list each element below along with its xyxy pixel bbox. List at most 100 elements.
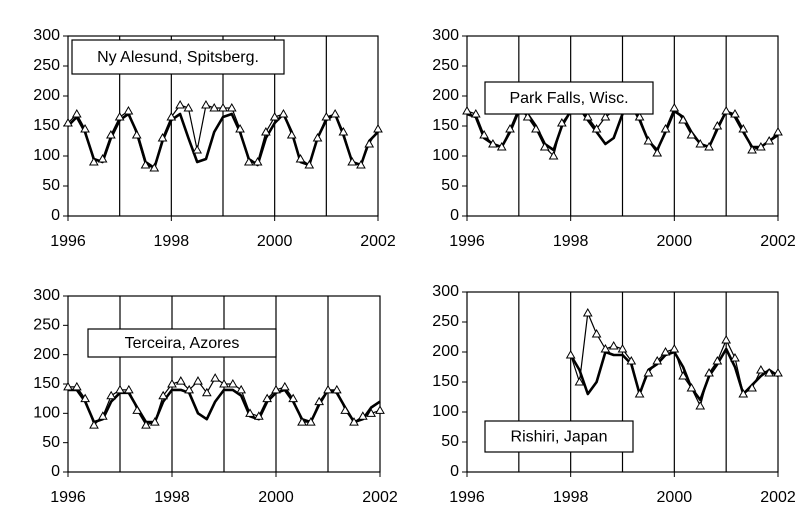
annotation-box	[71, 39, 285, 75]
triangle-marker	[375, 405, 385, 414]
triangle-marker	[89, 420, 99, 429]
triangle-marker	[364, 138, 375, 148]
y-tick-label: 250	[33, 57, 60, 74]
triangle-marker	[356, 159, 366, 169]
triangle-marker	[167, 378, 177, 388]
y-tick-label: 0	[51, 463, 60, 480]
triangle-marker	[218, 102, 228, 112]
y-tick-label: 200	[432, 87, 459, 104]
triangle-marker	[357, 411, 368, 420]
triangle-marker	[243, 156, 254, 166]
triangle-marker	[548, 150, 559, 160]
triangle-marker	[539, 141, 550, 151]
triangle-marker	[115, 384, 125, 394]
triangle-marker	[226, 102, 237, 112]
y-tick-label: 50	[42, 434, 60, 451]
triangle-marker	[106, 390, 117, 400]
triangle-marker	[132, 405, 143, 414]
triangle-marker	[175, 376, 186, 385]
y-tick-label: 100	[33, 405, 60, 422]
triangle-marker	[97, 411, 108, 420]
annotation-box	[484, 420, 634, 453]
triangle-marker	[686, 129, 697, 139]
y-tick-label: 200	[33, 87, 60, 104]
triangle-marker	[373, 123, 383, 133]
triangle-marker	[71, 108, 82, 118]
triangle-marker	[678, 114, 689, 124]
y-tick-label: 50	[42, 177, 60, 194]
triangle-marker	[295, 153, 306, 163]
x-tick-label: 2000	[257, 233, 293, 250]
triangle-marker	[747, 144, 757, 154]
plot-frame	[466, 291, 779, 473]
triangle-marker	[634, 111, 645, 121]
triangle-marker	[349, 417, 359, 426]
triangle-marker	[201, 99, 211, 109]
triangle-marker	[330, 108, 340, 118]
triangle-marker	[236, 384, 247, 394]
triangle-marker	[366, 408, 377, 417]
triangle-marker	[97, 153, 108, 163]
triangle-marker	[565, 349, 576, 359]
y-tick-label: 300	[33, 27, 60, 44]
triangle-marker	[522, 111, 533, 121]
x-tick-label: 2000	[258, 489, 294, 506]
y-tick-label: 100	[432, 403, 459, 420]
triangle-marker	[288, 393, 299, 403]
triangle-marker	[600, 111, 611, 121]
y-tick-label: 300	[33, 287, 60, 304]
triangle-marker	[304, 159, 315, 169]
annotation: Rishiri, Japan	[511, 429, 608, 446]
triangle-marker	[183, 102, 194, 112]
annotation: Terceira, Azores	[125, 335, 240, 352]
x-tick-label: 2000	[657, 489, 693, 506]
triangle-marker	[131, 129, 142, 139]
x-tick-label: 2002	[362, 489, 398, 506]
triangle-marker	[462, 105, 472, 115]
triangle-marker	[297, 417, 307, 426]
triangle-marker	[479, 129, 489, 139]
y-tick-label: 50	[441, 177, 459, 194]
triangle-marker	[764, 135, 775, 145]
triangle-marker	[114, 111, 125, 121]
triangle-marker	[582, 111, 593, 121]
triangle-marker	[193, 376, 203, 385]
triangle-marker	[756, 364, 766, 374]
triangle-marker	[219, 378, 229, 388]
triangle-marker	[652, 147, 663, 157]
triangle-marker	[695, 138, 706, 148]
y-tick-label: 200	[33, 346, 60, 363]
triangle-marker	[756, 141, 766, 151]
triangle-marker	[253, 411, 264, 420]
triangle-marker	[227, 378, 238, 388]
triangle-marker	[695, 400, 706, 410]
triangle-marker	[201, 387, 212, 397]
y-tick-label: 0	[450, 207, 459, 224]
triangle-marker	[634, 388, 645, 398]
x-tick-label: 1998	[553, 233, 589, 250]
triangle-marker	[269, 111, 280, 121]
triangle-marker	[608, 340, 619, 350]
triangle-marker	[764, 367, 775, 377]
x-tick-label: 1998	[154, 233, 190, 250]
x-tick-label: 2000	[657, 233, 693, 250]
triangle-marker	[617, 343, 628, 353]
x-tick-label: 1998	[154, 489, 190, 506]
triangle-marker	[704, 141, 714, 151]
y-tick-label: 250	[432, 57, 459, 74]
triangle-marker	[669, 102, 680, 112]
triangle-marker	[262, 393, 273, 403]
annotation-box	[484, 81, 654, 115]
x-tick-label: 1996	[50, 489, 86, 506]
triangle-marker	[730, 352, 740, 362]
y-tick-label: 100	[33, 147, 60, 164]
annotation: Ny Alesund, Spitsberg.	[97, 49, 259, 66]
triangle-marker	[140, 159, 151, 169]
x-tick-label: 2002	[760, 489, 796, 506]
y-tick-label: 150	[33, 117, 60, 134]
triangle-marker	[738, 388, 749, 398]
triangle-marker	[271, 384, 281, 394]
triangle-marker	[235, 123, 245, 133]
triangle-marker	[531, 123, 541, 133]
